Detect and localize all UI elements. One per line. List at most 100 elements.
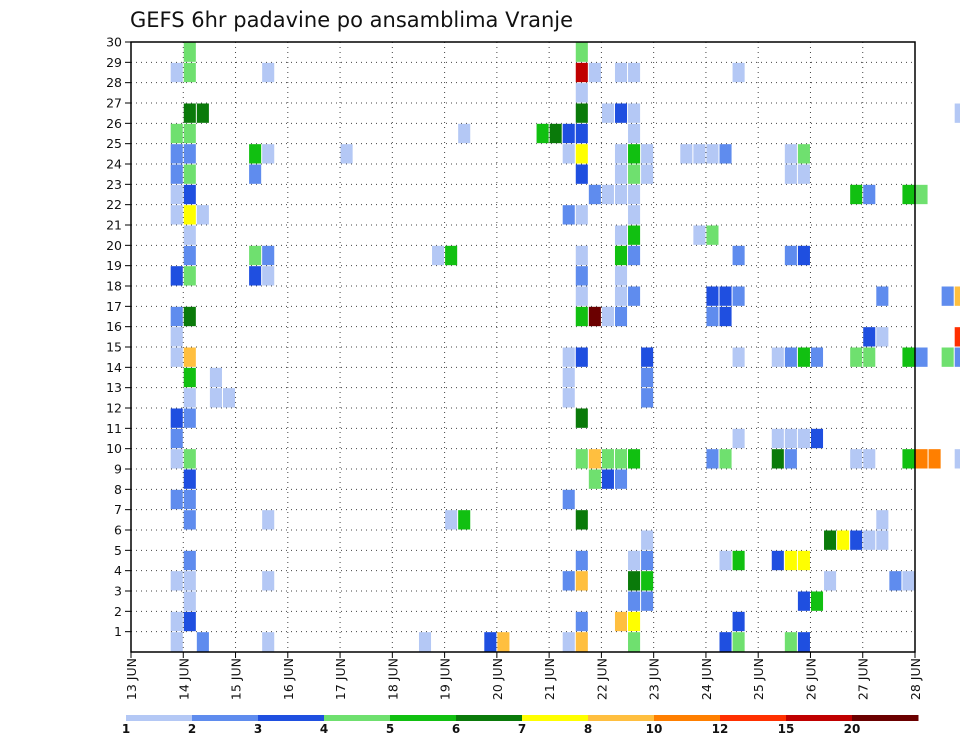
heatmap-cell <box>824 530 837 550</box>
heatmap-cell <box>170 571 183 591</box>
heatmap-cell <box>183 449 196 469</box>
heatmap-cell <box>719 550 732 571</box>
heatmap-cell <box>719 449 732 469</box>
heatmap-cell <box>614 184 628 205</box>
heatmap-cell <box>706 286 719 306</box>
heatmap-cell <box>562 123 575 144</box>
heatmap-cell <box>614 611 628 632</box>
heatmap-cell <box>222 388 236 408</box>
heatmap-cell <box>628 164 641 184</box>
heatmap-cell <box>732 347 745 367</box>
heatmap-cell <box>810 347 824 367</box>
heatmap-cell <box>641 164 654 184</box>
heatmap-cell <box>575 408 588 428</box>
y-tick-label: 7 <box>114 502 122 517</box>
heatmap-cell <box>876 530 889 550</box>
x-tick-label: 27 JUN <box>856 658 871 700</box>
heatmap-cell <box>588 449 601 469</box>
heatmap-cell <box>797 591 810 611</box>
chart-title: GEFS 6hr padavine po ansamblima Vranje <box>130 8 573 32</box>
y-axis: 1234567891011121314151617181920212223242… <box>106 35 131 639</box>
heatmap-cell <box>797 164 810 184</box>
heatmap-cell <box>588 306 601 327</box>
heatmap-cell <box>209 367 222 388</box>
heatmap-cell <box>170 306 183 327</box>
heatmap-cell <box>771 428 784 449</box>
y-tick-label: 30 <box>106 35 122 50</box>
y-tick-label: 23 <box>106 177 122 192</box>
heatmap-cell <box>732 428 745 449</box>
heatmap-cell <box>902 347 915 367</box>
heatmap-cell <box>641 530 654 550</box>
heatmap-cell <box>183 408 196 428</box>
heatmap-cell <box>784 245 797 266</box>
heatmap-cell <box>549 123 562 144</box>
heatmap-cell <box>601 469 614 489</box>
gridlines <box>131 42 915 652</box>
heatmap-cell <box>863 327 876 347</box>
heatmap-cell <box>954 286 960 306</box>
heatmap-cell <box>628 571 641 591</box>
x-tick-label: 21 JUN <box>542 658 557 700</box>
heatmap-cell <box>170 266 183 286</box>
heatmap-cell <box>575 83 588 103</box>
heatmap-cell <box>797 550 810 571</box>
heatmap-cell <box>614 469 628 489</box>
y-tick-label: 5 <box>114 543 122 558</box>
heatmap-cell <box>810 428 824 449</box>
heatmap-cell <box>183 347 196 367</box>
heatmap-cell <box>562 489 575 510</box>
heatmap-cell <box>484 632 497 652</box>
heatmap-cell <box>601 306 614 327</box>
heatmap-cell <box>889 571 902 591</box>
y-tick-label: 21 <box>106 218 122 233</box>
heatmap-cell <box>837 530 850 550</box>
legend-label: 8 <box>584 722 592 736</box>
y-tick-label: 20 <box>106 238 122 253</box>
heatmap-cell <box>719 144 732 164</box>
heatmap-cell <box>170 611 183 632</box>
heatmap-cell <box>876 286 889 306</box>
heatmap-cell <box>628 449 641 469</box>
legend-label: 12 <box>712 722 729 736</box>
y-tick-label: 25 <box>106 136 122 151</box>
legend-swatch <box>324 715 391 721</box>
heatmap-cell <box>784 164 797 184</box>
heatmap-cell <box>628 632 641 652</box>
legend-label: 15 <box>778 722 795 736</box>
heatmap-cell <box>614 306 628 327</box>
heatmap-cell <box>732 611 745 632</box>
y-tick-label: 11 <box>106 421 122 436</box>
legend-swatch <box>456 715 523 721</box>
y-tick-label: 3 <box>114 584 122 599</box>
y-tick-label: 14 <box>106 360 122 375</box>
legend-label: 6 <box>452 722 460 736</box>
legend-swatch <box>720 715 787 721</box>
heatmap-cell <box>628 245 641 266</box>
heatmap-cell <box>706 449 719 469</box>
heatmap-cell <box>432 245 445 266</box>
heatmap-cell <box>719 632 732 652</box>
heatmap-cell <box>641 550 654 571</box>
heatmap-cell <box>588 62 601 83</box>
heatmap-cell <box>170 428 183 449</box>
heatmap-cell <box>706 306 719 327</box>
heatmap-cell <box>601 103 614 123</box>
heatmap-cell <box>458 510 471 530</box>
heatmap-cell <box>170 408 183 428</box>
heatmap-cell <box>863 530 876 550</box>
heatmap-cell <box>706 225 719 245</box>
heatmap-cell <box>575 550 588 571</box>
heatmap-cell <box>732 550 745 571</box>
heatmap-cell <box>641 571 654 591</box>
heatmap-cell <box>249 245 262 266</box>
heatmap-cell <box>641 388 654 408</box>
heatmap-cell <box>209 388 222 408</box>
y-tick-label: 29 <box>106 55 122 70</box>
heatmap-cell <box>824 571 837 591</box>
heatmap-cell <box>575 347 588 367</box>
heatmap-cell <box>628 205 641 225</box>
heatmap-cell <box>562 144 575 164</box>
heatmap-cell <box>732 286 745 306</box>
heatmap-cell <box>614 449 628 469</box>
